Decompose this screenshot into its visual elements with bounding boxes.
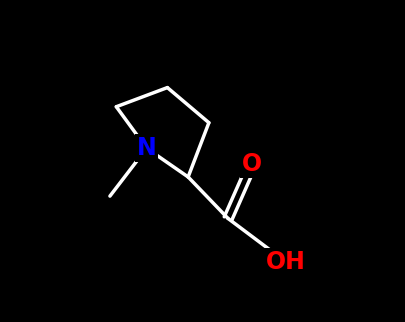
- Text: O: O: [242, 152, 262, 176]
- Text: OH: OH: [266, 250, 305, 274]
- Text: N: N: [137, 136, 156, 160]
